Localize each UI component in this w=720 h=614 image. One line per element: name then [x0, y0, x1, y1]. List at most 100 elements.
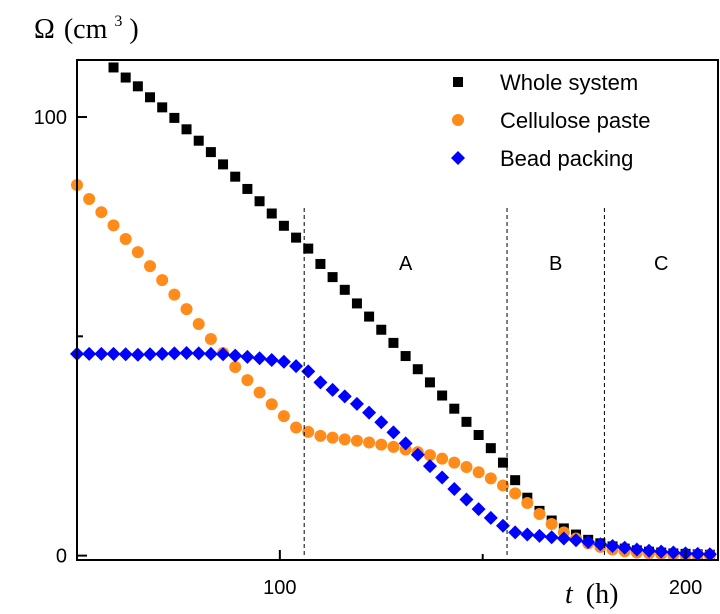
data-point-cellulose-paste — [144, 260, 157, 273]
data-point-cellulose-paste — [509, 487, 522, 500]
data-point-cellulose-paste — [253, 386, 266, 399]
legend-marker — [451, 151, 465, 165]
series-cellulose-paste — [71, 179, 716, 562]
data-point-whole-system — [400, 351, 411, 362]
data-point-bead-packing — [313, 375, 328, 390]
data-point-bead-packing — [82, 346, 97, 361]
data-point-whole-system — [278, 220, 289, 231]
data-point-cellulose-paste — [119, 232, 132, 245]
data-point-cellulose-paste — [290, 421, 303, 434]
data-point-whole-system — [266, 208, 277, 219]
data-point-whole-system — [327, 272, 338, 283]
data-point-whole-system — [351, 298, 362, 309]
data-point-whole-system — [169, 112, 180, 123]
data-point-bead-packing — [203, 346, 218, 361]
data-point-bead-packing — [544, 530, 559, 545]
legend-marker — [452, 114, 464, 126]
data-point-cellulose-paste — [314, 429, 327, 442]
y-axis-unit: (cm — [64, 14, 108, 45]
data-point-cellulose-paste — [265, 398, 278, 411]
data-point-cellulose-paste — [472, 466, 485, 479]
data-point-bead-packing — [143, 347, 158, 362]
data-point-cellulose-paste — [521, 496, 534, 509]
data-point-bead-packing — [702, 547, 717, 562]
plot-frame — [76, 59, 719, 561]
data-point-whole-system — [181, 124, 192, 135]
data-point-whole-system — [485, 443, 496, 454]
data-point-bead-packing — [374, 415, 389, 430]
x-axis-title: t (h) — [565, 579, 618, 610]
data-point-whole-system — [376, 324, 387, 335]
data-point-cellulose-paste — [204, 332, 217, 345]
data-point-bead-packing — [362, 405, 377, 420]
data-point-cellulose-paste — [363, 436, 376, 449]
data-point-whole-system — [291, 232, 302, 243]
data-point-cellulose-paste — [107, 219, 120, 232]
data-point-bead-packing — [94, 346, 109, 361]
data-point-cellulose-paste — [375, 438, 388, 451]
data-point-cellulose-paste — [387, 440, 400, 453]
data-point-whole-system — [120, 72, 131, 83]
data-point-cellulose-paste — [436, 452, 449, 465]
data-point-bead-packing — [228, 348, 243, 363]
data-point-bead-packing — [240, 349, 255, 364]
data-point-cellulose-paste — [302, 425, 315, 438]
data-point-whole-system — [497, 457, 508, 468]
data-point-whole-system — [157, 102, 168, 113]
data-point-bead-packing — [593, 537, 608, 552]
data-point-bead-packing — [447, 481, 462, 496]
data-point-whole-system — [193, 135, 204, 146]
data-point-bead-packing — [155, 346, 170, 361]
region-label: B — [549, 253, 562, 275]
data-point-bead-packing — [508, 525, 523, 540]
data-point-whole-system — [218, 159, 229, 170]
data-point-whole-system — [254, 196, 265, 207]
data-point-cellulose-paste — [180, 303, 193, 316]
data-point-bead-packing — [398, 436, 413, 451]
data-point-whole-system — [145, 92, 156, 103]
x-tick-label: 200 — [669, 577, 702, 599]
legend-label: Cellulose paste — [500, 108, 650, 133]
data-layer — [70, 62, 717, 562]
data-point-whole-system — [461, 416, 472, 427]
data-point-bead-packing — [276, 354, 291, 369]
data-point-bead-packing — [690, 546, 705, 561]
series-bead-packing — [70, 345, 717, 562]
data-point-bead-packing — [569, 533, 584, 548]
data-point-bead-packing — [629, 542, 644, 557]
data-point-cellulose-paste — [277, 410, 290, 423]
data-point-whole-system — [230, 171, 241, 182]
data-point-bead-packing — [495, 518, 510, 533]
data-point-cellulose-paste — [241, 374, 254, 387]
data-point-bead-packing — [520, 527, 535, 542]
data-point-bead-packing — [386, 425, 401, 440]
data-point-bead-packing — [167, 346, 182, 361]
data-point-bead-packing — [654, 544, 669, 559]
legend: Whole system Cellulose paste Bead packing — [451, 70, 650, 171]
data-point-bead-packing — [459, 492, 474, 507]
y-tick-label: 100 — [34, 107, 67, 129]
data-point-cellulose-paste — [95, 206, 108, 219]
data-point-bead-packing — [422, 459, 437, 474]
data-point-bead-packing — [325, 382, 340, 397]
data-point-bead-packing — [118, 347, 133, 362]
data-point-bead-packing — [410, 447, 425, 462]
data-point-bead-packing — [349, 396, 364, 411]
data-point-cellulose-paste — [83, 193, 96, 206]
data-point-whole-system — [205, 147, 216, 158]
data-point-cellulose-paste — [423, 449, 436, 462]
data-point-whole-system — [339, 284, 350, 295]
y-axis-unit-close: ) — [129, 14, 138, 45]
data-point-bead-packing — [532, 528, 547, 543]
data-point-bead-packing — [605, 538, 620, 553]
data-point-bead-packing — [289, 359, 304, 374]
y-axis-title: Ω (cm 3 ) — [34, 2, 139, 45]
data-point-cellulose-paste — [533, 507, 546, 520]
data-point-cellulose-paste — [448, 456, 461, 469]
data-point-bead-packing — [179, 345, 194, 360]
data-point-bead-packing — [556, 531, 571, 546]
legend-label: Bead packing — [500, 146, 633, 171]
region-label: A — [399, 253, 413, 275]
data-point-whole-system — [242, 183, 253, 194]
